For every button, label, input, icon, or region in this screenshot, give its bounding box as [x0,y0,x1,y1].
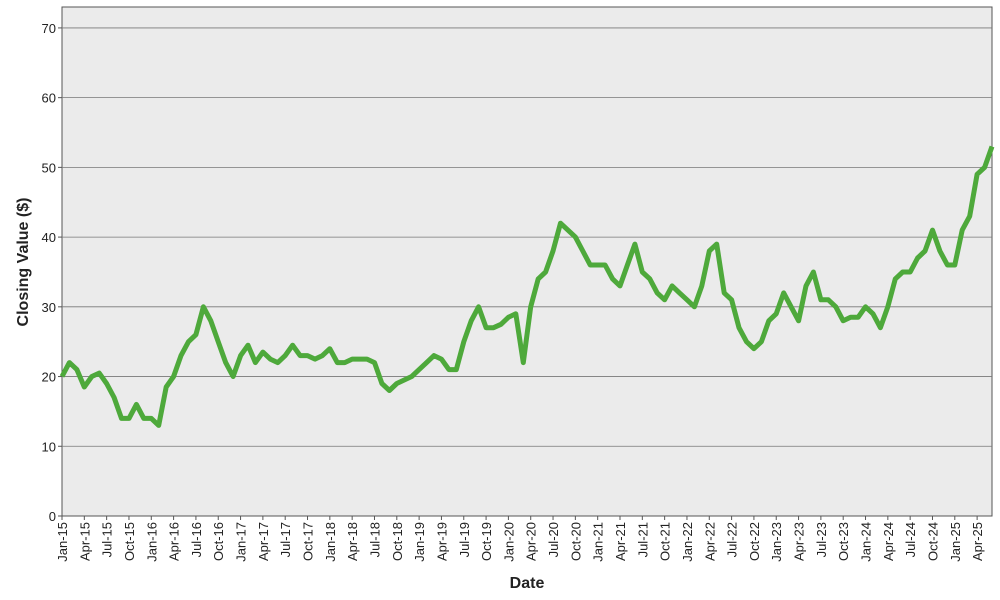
x-tick-label: Apr-16 [167,522,182,561]
x-tick-label: Jan-21 [591,522,606,562]
x-tick-label: Jul-22 [725,522,740,557]
x-tick-label: Oct-24 [925,522,940,561]
x-tick-label: Jan-20 [501,522,516,562]
y-tick-label: 10 [42,439,56,454]
x-tick-label: Jul-16 [189,522,204,557]
y-tick-label: 70 [42,21,56,36]
y-tick-label: 50 [42,160,56,175]
x-tick-label: Jul-18 [367,522,382,557]
x-tick-label: Oct-22 [747,522,762,561]
x-tick-label: Jan-23 [769,522,784,562]
x-tick-label: Jul-21 [635,522,650,557]
x-tick-label: Apr-25 [970,522,985,561]
x-tick-label: Oct-21 [658,522,673,561]
x-tick-label: Jan-25 [948,522,963,562]
y-tick-label: 60 [42,91,56,106]
y-tick-label: 20 [42,370,56,385]
y-tick-label: 30 [42,300,56,315]
x-tick-label: Oct-23 [836,522,851,561]
x-tick-label: Oct-19 [479,522,494,561]
x-tick-label: Jul-20 [546,522,561,557]
x-tick-label: Jan-19 [412,522,427,562]
x-tick-label: Oct-17 [301,522,316,561]
x-tick-label: Jan-18 [323,522,338,562]
x-tick-label: Apr-23 [792,522,807,561]
x-tick-label: Jul-23 [814,522,829,557]
x-tick-label: Apr-18 [345,522,360,561]
x-tick-label: Apr-20 [524,522,539,561]
x-tick-label: Apr-21 [613,522,628,561]
x-tick-label: Apr-24 [881,522,896,561]
x-tick-label: Jul-24 [903,522,918,557]
line [59,145,995,428]
x-tick-label: Apr-17 [256,522,271,561]
x-tick-label: Oct-16 [211,522,226,561]
x-tick-label: Apr-22 [702,522,717,561]
x-tick-label: Apr-15 [77,522,92,561]
x-tick-label: Jan-24 [859,522,874,562]
x-tick-label: Jan-15 [55,522,70,562]
x-axis-title: Date [510,575,545,592]
x-tick-label: Jul-15 [100,522,115,557]
x-tick-label: Oct-18 [390,522,405,561]
x-tick-label: Jan-22 [680,522,695,562]
plot-area [61,6,993,517]
x-tick-label: Jul-19 [457,522,472,557]
y-axis-title: Closing Value ($) [15,198,32,327]
x-tick-label: Jan-16 [144,522,159,562]
x-tick-label: Jan-17 [234,522,249,562]
y-tick-label: 40 [42,230,56,245]
x-tick-label: Apr-19 [434,522,449,561]
x-tick-label: Oct-15 [122,522,137,561]
x-tick-label: Jul-17 [278,522,293,557]
y-tick-label: 0 [49,509,56,524]
x-tick-label: Oct-20 [568,522,583,561]
